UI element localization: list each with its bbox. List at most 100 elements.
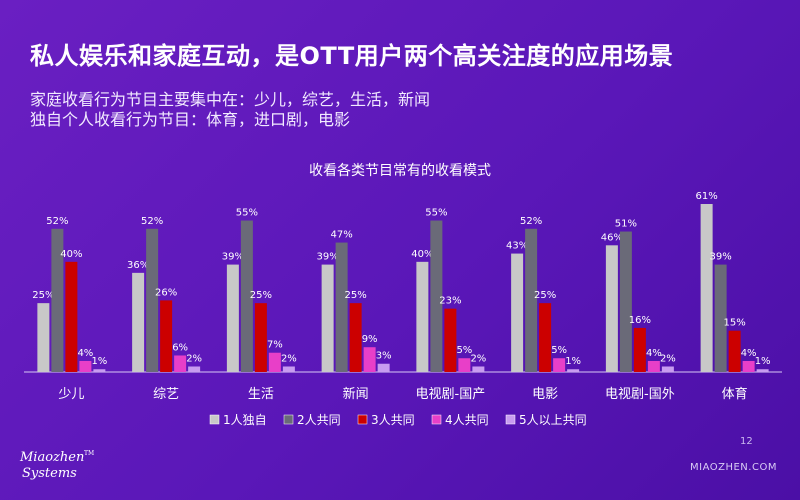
bar-4-7 (647, 360, 660, 372)
bar-1-4 (321, 264, 334, 372)
bar-4-2 (174, 355, 187, 372)
subtitle-family-viewing: 家庭收看行为节目主要集中在：少儿，综艺，生活，新闻 (30, 90, 431, 109)
bar-2-2 (146, 228, 159, 372)
data-label: 1% (755, 356, 771, 367)
data-label: 39% (317, 252, 339, 263)
data-label: 25% (250, 290, 272, 301)
chart-title: 收看各类节目常有的收看模式 (309, 163, 491, 179)
bar-1-7 (605, 245, 618, 372)
data-label: 4% (646, 348, 662, 359)
bar-4-3 (268, 352, 281, 372)
bar-5-3 (282, 366, 295, 372)
data-label: 16% (629, 315, 651, 326)
data-label: 9% (362, 334, 378, 345)
data-label: 52% (141, 216, 163, 227)
category-label: 体育 (722, 386, 748, 402)
legend-label: 3人共同 (371, 413, 415, 427)
bar-5-7 (661, 366, 674, 372)
bar-1-5 (416, 261, 429, 372)
bar-5-5 (472, 366, 485, 372)
legend-swatch (505, 414, 516, 425)
category-label: 电视剧-国产 (416, 387, 486, 402)
logo-trademark: TM (84, 450, 95, 457)
legend-label: 5人以上共同 (519, 413, 587, 427)
page-headline: 私人娱乐和家庭互动，是OTT用户两个高关注度的应用场景 (30, 42, 674, 70)
data-label: 15% (724, 318, 746, 329)
bar-3-3 (254, 303, 267, 372)
bar-5-8 (756, 369, 769, 372)
data-label: 25% (534, 290, 556, 301)
logo-line-1: Miaozhen (20, 450, 85, 465)
bar-4-6 (553, 358, 566, 372)
data-label: 40% (411, 249, 433, 260)
data-label: 4% (77, 348, 93, 359)
bar-2-7 (619, 231, 632, 372)
bar-2-1 (51, 228, 64, 372)
category-label: 综艺 (153, 387, 179, 402)
data-label: 4% (741, 348, 757, 359)
category-label: 电视剧-国外 (605, 387, 675, 402)
data-label: 39% (710, 252, 732, 263)
bar-3-2 (160, 300, 173, 372)
bar-3-5 (444, 308, 457, 372)
bar-3-7 (633, 327, 646, 372)
bar-4-1 (79, 360, 92, 372)
bar-3-6 (539, 303, 552, 372)
bar-5-6 (567, 369, 580, 372)
page-number: 12 (740, 436, 753, 447)
data-label: 5% (456, 345, 472, 356)
bar-4-5 (458, 358, 471, 372)
data-label: 2% (281, 353, 297, 364)
bar-1-2 (132, 272, 145, 372)
legend-label: 1人独自 (223, 413, 267, 427)
bar-2-6 (525, 228, 538, 372)
data-label: 26% (155, 287, 177, 298)
data-label: 40% (60, 249, 82, 260)
data-label: 36% (127, 260, 149, 271)
bar-4-8 (742, 360, 755, 372)
data-label: 47% (331, 230, 353, 241)
data-label: 1% (91, 356, 107, 367)
category-label: 少儿 (58, 387, 84, 402)
bar-5-2 (188, 366, 201, 372)
data-label: 3% (376, 351, 392, 362)
data-label: 25% (345, 290, 367, 301)
data-label: 23% (439, 296, 461, 307)
bar-2-3 (240, 220, 253, 372)
data-label: 46% (601, 232, 623, 243)
legend-swatch (357, 414, 368, 425)
category-label: 电影 (532, 387, 558, 402)
data-label: 55% (425, 208, 447, 219)
bar-1-8 (700, 204, 713, 372)
subtitle-solo-viewing: 独自个人收看行为节目：体育，进口剧，电影 (30, 110, 351, 129)
data-label: 43% (506, 241, 528, 252)
data-label: 61% (696, 191, 718, 202)
bar-3-1 (65, 261, 78, 372)
data-label: 1% (565, 356, 581, 367)
data-label: 39% (222, 252, 244, 263)
bar-3-8 (728, 330, 741, 372)
miaozhen-logo: Miaozhen TM Systems (20, 450, 94, 490)
data-label: 55% (236, 208, 258, 219)
bar-3-4 (349, 303, 362, 372)
legend-swatch (283, 414, 294, 425)
bar-4-4 (363, 347, 376, 372)
bar-1-6 (511, 253, 524, 372)
legend-swatch (431, 414, 442, 425)
bar-5-1 (93, 369, 106, 372)
data-label: 52% (520, 216, 542, 227)
bar-1-1 (37, 303, 50, 372)
data-label: 51% (615, 219, 637, 230)
data-label: 52% (46, 216, 68, 227)
category-label: 新闻 (343, 386, 369, 402)
logo-line-2: Systems (22, 466, 77, 481)
site-url: MIAOZHEN.COM (690, 462, 777, 473)
data-label: 6% (172, 342, 188, 353)
data-label: 2% (660, 353, 676, 364)
data-label: 25% (32, 290, 54, 301)
bar-2-8 (714, 264, 727, 372)
legend-swatch (209, 414, 220, 425)
data-label: 2% (186, 353, 202, 364)
bar-2-5 (430, 220, 443, 372)
